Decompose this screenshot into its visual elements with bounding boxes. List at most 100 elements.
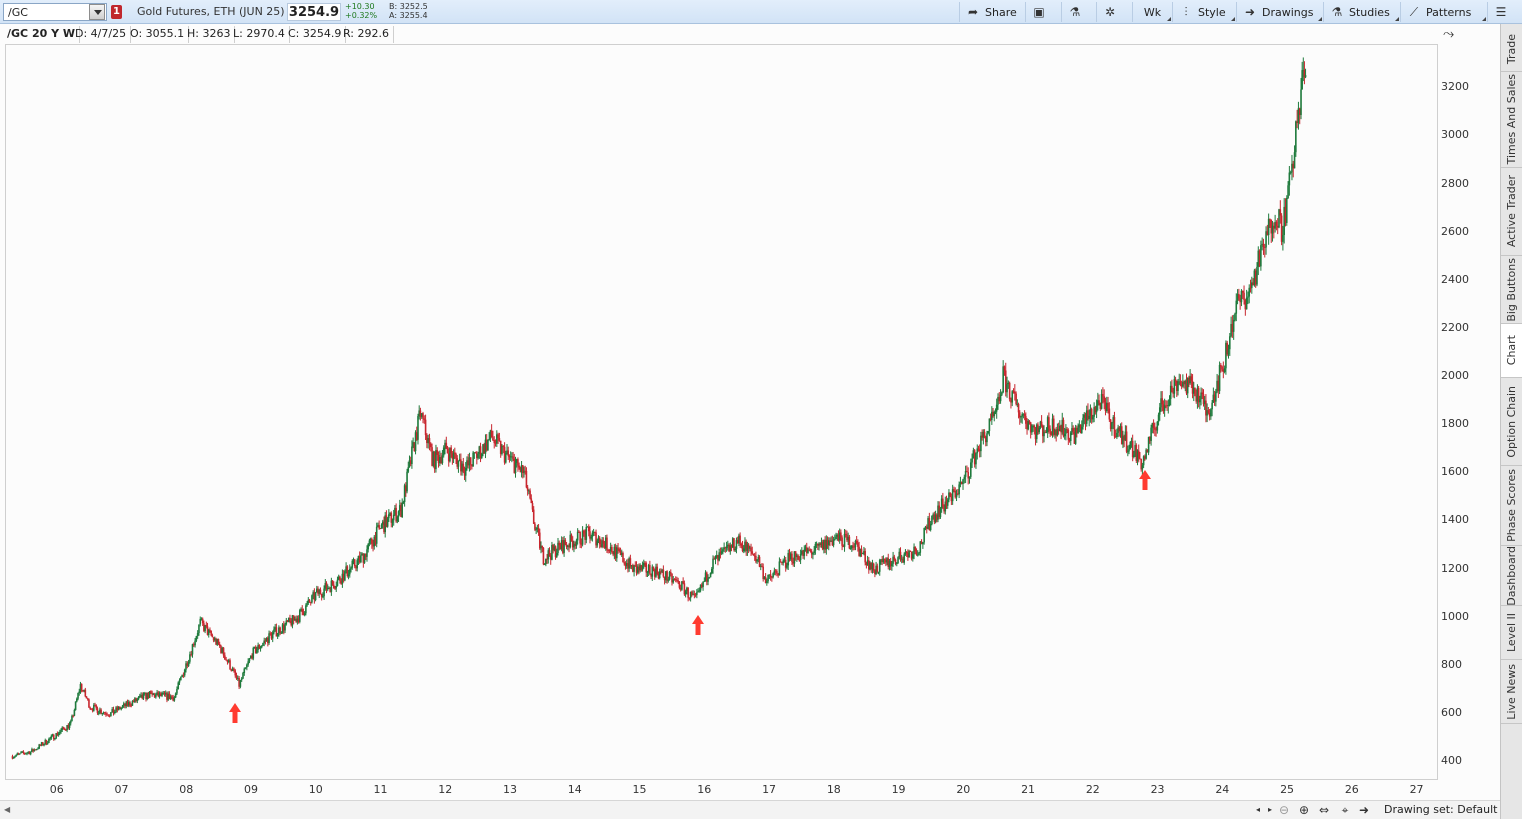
candle-body (131, 701, 134, 706)
candle-body (259, 647, 262, 649)
zoom-in-icon[interactable]: ⊕ (1298, 803, 1310, 817)
candle-body (847, 536, 849, 541)
candle-body (719, 552, 722, 554)
symbol-dropdown-button[interactable] (89, 4, 105, 20)
candle-body (812, 553, 814, 555)
candlestick-plot[interactable] (6, 45, 1437, 779)
snapshot-button[interactable]: ▣ (1025, 2, 1061, 22)
scroll-left-icon[interactable]: ◀ (4, 805, 11, 814)
scroll-right-icon[interactable]: ▸ (1267, 805, 1272, 814)
candle-body (568, 545, 570, 548)
candle-body (959, 482, 962, 485)
side-tab-phase-scores[interactable]: Phase Scores (1501, 466, 1522, 546)
candle-body (233, 668, 235, 671)
side-tab-trade[interactable]: Trade (1501, 28, 1522, 72)
side-tab-active-trader[interactable]: Active Trader (1501, 168, 1522, 256)
candle-body (42, 742, 44, 746)
candle-body (1072, 428, 1074, 432)
candle-body (1261, 243, 1263, 246)
candle-body (1136, 450, 1139, 461)
candle-body (290, 620, 293, 626)
candle-body (1199, 399, 1201, 403)
candle-body (1270, 219, 1273, 234)
candle-body (1002, 366, 1004, 393)
candle-body (38, 744, 40, 749)
candle-body (791, 553, 793, 562)
candle-body (1269, 218, 1271, 220)
price-axis-settings-icon[interactable]: ⤳ (1443, 26, 1455, 42)
candle-body (1144, 456, 1146, 459)
style-button[interactable]: ⫶ Style (1172, 2, 1236, 22)
chart-menu-button[interactable]: ☰ (1487, 2, 1517, 22)
candle-body (323, 588, 325, 597)
expand-horizontal-icon[interactable]: ⇔ (1318, 803, 1330, 817)
up-arrow-annotation[interactable] (228, 702, 242, 724)
symbol-input[interactable]: /GC (3, 3, 107, 21)
candle-body (56, 733, 59, 736)
side-tab-times-and-sales[interactable]: Times And Sales (1501, 72, 1522, 168)
crosshair-icon[interactable]: ⌖ (1341, 803, 1349, 817)
candle-body (581, 530, 584, 545)
candle-body (1207, 410, 1210, 413)
candle-body (356, 560, 358, 569)
candle-body (666, 571, 668, 581)
side-tab-live-news[interactable]: Live News (1501, 660, 1522, 724)
candle-body (357, 555, 360, 561)
change-percent: +0.32% (345, 11, 378, 20)
candle-body (325, 582, 328, 590)
side-tab-option-chain[interactable]: Option Chain (1501, 378, 1522, 466)
side-tab-big-buttons[interactable]: Big Buttons (1501, 256, 1522, 324)
price-tick-label: 2000 (1441, 369, 1469, 383)
candle-body (787, 552, 790, 566)
candle-body (1037, 424, 1039, 433)
candle-body (333, 584, 335, 589)
patterns-button[interactable]: ⟋ Patterns (1400, 2, 1487, 22)
side-tab-chart[interactable]: Chart (1501, 324, 1522, 378)
price-tick-label: 800 (1441, 657, 1462, 671)
up-arrow-annotation[interactable] (691, 614, 705, 636)
candle-body (902, 558, 904, 563)
drawing-arrow-icon[interactable]: ➜ (1358, 803, 1370, 817)
candle-body (29, 751, 32, 755)
price-chart[interactable] (5, 44, 1438, 780)
drawing-set-selector[interactable]: Drawing set: Default (1384, 803, 1498, 816)
time-tick-label: 12 (438, 783, 453, 796)
aggregation-button[interactable]: Wk (1132, 2, 1172, 22)
candle-body (841, 537, 843, 546)
share-button[interactable]: ➦ Share (959, 2, 1025, 22)
candle-body (971, 458, 973, 463)
zoom-out-icon[interactable]: ⊖ (1278, 803, 1290, 817)
candle-body (253, 647, 256, 648)
time-tick-label: 08 (179, 783, 194, 796)
candle-body (1016, 404, 1019, 405)
candle-body (1166, 405, 1168, 407)
candle-body (677, 580, 679, 582)
side-tab-dashboard[interactable]: Dashboard (1501, 546, 1522, 606)
drawings-button[interactable]: ➜ Drawings (1236, 2, 1323, 22)
chart-title[interactable]: /GC 20 Y W (3, 26, 81, 43)
scroll-left-icon[interactable]: ◂ (1255, 805, 1260, 814)
candle-body (594, 532, 596, 533)
link-group-badge[interactable]: 1 (111, 5, 122, 19)
candle-body (1205, 400, 1207, 416)
candle-body (351, 560, 354, 568)
studies-button[interactable]: ⚗ Studies (1323, 2, 1400, 22)
candle-body (383, 521, 385, 533)
thinklab-button[interactable]: ⚗ (1061, 2, 1096, 22)
candle-body (1067, 429, 1070, 440)
candle-body (59, 731, 61, 734)
candle-body (1040, 421, 1043, 426)
up-arrow-annotation[interactable] (1138, 469, 1152, 491)
candle-body (783, 559, 786, 561)
candle-body (44, 740, 47, 744)
candle-body (268, 633, 270, 643)
side-tab-level-ii[interactable]: Level II (1501, 606, 1522, 660)
candle-body (766, 581, 768, 583)
candle-body (1178, 381, 1181, 383)
chart-settings-button[interactable]: ✲ (1096, 2, 1132, 22)
candle-body (211, 635, 214, 638)
candle-body (367, 543, 370, 550)
candle-body (195, 636, 198, 641)
candle-body (335, 585, 338, 589)
candle-body (585, 527, 588, 540)
